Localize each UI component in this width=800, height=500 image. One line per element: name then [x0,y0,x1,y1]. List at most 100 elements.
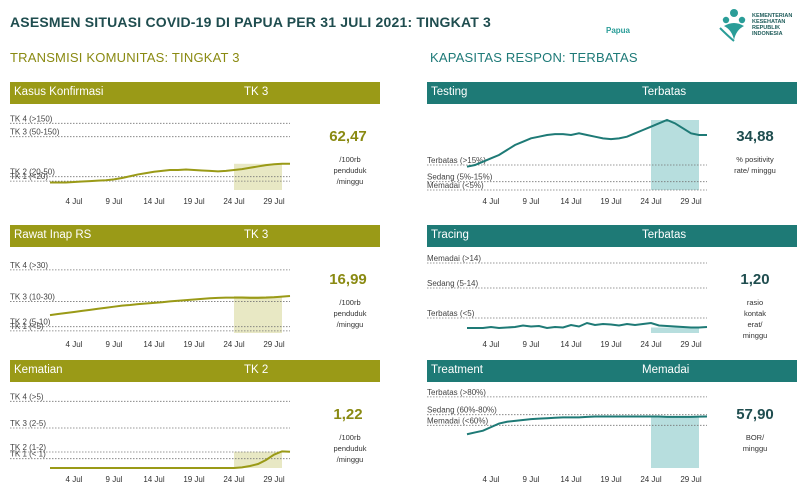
threshold-label: Sedang (5-14) [427,279,478,288]
metric-value: 1,22 [333,406,363,423]
x-tick-label: 14 Jul [560,340,582,349]
chart-title: Kasus Konfirmasi [14,86,104,98]
metric-unit-line: minggu [742,444,768,453]
x-tick-label: 14 Jul [560,197,582,206]
x-tick-label: 19 Jul [600,340,622,349]
chart-level: TK 3 [244,86,269,98]
threshold-label: TK 1 (<20) [10,172,48,181]
metric-unit-line: rate/ minggu [734,166,776,175]
x-tick-label: 4 Jul [483,197,500,206]
x-tick-label: 24 Jul [640,197,662,206]
x-tick-label: 4 Jul [483,475,500,484]
metric-unit: % positivity rate/ minggu [725,154,785,176]
metric-unit-line: minggu [742,331,768,340]
threshold-label: Terbatas (<5) [427,309,475,318]
x-tick-label: 14 Jul [143,340,165,349]
metric-unit-line: /minggu [336,177,364,186]
x-tick-label: 19 Jul [183,197,205,206]
section-kapasitas: KAPASITAS RESPON: TERBATAS [430,50,638,65]
x-tick-label: 4 Jul [66,475,83,484]
x-tick-label: 24 Jul [640,340,662,349]
x-tick-label: 19 Jul [600,197,622,206]
page-title: ASESMEN SITUASI COVID-19 DI PAPUA PER 31… [10,14,492,30]
chart-panel-kasus: Kasus Konfirmasi TK 3 TK 4 (>150) TK 3 (50-… [10,82,380,210]
logo-line: INDONESIA [752,31,783,37]
metric-unit-line: kontak [743,309,767,318]
chart-svg: TK 4 (>5) TK 3 (2-5) TK 2 (1-2)TK 1 (< 1) 4… [10,392,291,484]
metric-value: 34,88 [736,128,774,145]
metric-unit-line: /minggu [336,320,364,329]
metric-unit: rasio kontak erat/minggu [725,297,785,341]
chart-title: Rawat Inap RS [14,229,92,241]
chart-header: Kematian TK 2 [10,360,380,382]
metric-unit-line: /100rb [339,155,361,164]
series-line [49,294,291,317]
x-tick-label: 9 Jul [523,340,540,349]
x-tick-label: 29 Jul [680,340,702,349]
x-tick-label: 9 Jul [106,475,123,484]
metric-unit-line: penduduk [333,166,367,175]
chart-title: Kematian [14,364,63,376]
series-line [467,321,708,330]
x-tick-label: 4 Jul [66,340,83,349]
x-tick-label: 19 Jul [183,475,205,484]
x-tick-label: 29 Jul [263,340,285,349]
threshold-label: Memadai (<5%) [427,181,484,190]
chart-level: TK 2 [244,364,269,376]
threshold-label: Terbatas (>80%) [427,388,486,397]
highlight-box [651,120,699,190]
chart-svg: Memadai (>14) Sedang (5-14) Terbatas (<5) 4… [427,254,708,349]
threshold-label: TK 3 (2-5) [10,419,46,428]
logo-line: REPUBLIK [752,25,781,31]
x-tick-label: 14 Jul [143,197,165,206]
x-tick-label: 14 Jul [143,475,165,484]
x-tick-label: 24 Jul [223,475,245,484]
x-tick-label: 14 Jul [560,475,582,484]
metric-unit-line: penduduk [333,444,367,453]
chart-title: Testing [431,86,468,98]
x-tick-label: 29 Jul [680,197,702,206]
x-tick-label: 24 Jul [223,197,245,206]
x-tick-label: 19 Jul [600,475,622,484]
series-line [466,415,708,436]
region-label: Papua [606,26,631,35]
threshold-label: Terbatas (>15%) [427,156,486,165]
chart-level: Terbatas [642,229,687,241]
x-tick-label: 24 Jul [223,340,245,349]
threshold-label: TK 1 (< 1) [10,450,46,459]
x-tick-label: 4 Jul [66,197,83,206]
chart-header: Rawat Inap RS TK 3 [10,225,380,247]
chart-panel-treatment: Treatment Memadai Terbatas (>80%) Sedang (6… [427,360,797,488]
threshold-label: TK 3 (50-150) [10,128,60,137]
chart-panel-rawat: Rawat Inap RS TK 3 TK 4 (>30) TK 3 (10-30) T… [10,225,380,353]
logo-text: KEMENTERIAN KESEHATAN REPUBLIK INDONESIA [752,13,792,37]
highlight-box [234,451,282,468]
x-tick-label: 29 Jul [263,197,285,206]
x-tick-label: 29 Jul [680,475,702,484]
threshold-label: TK 2 (1-2) [10,443,46,452]
threshold-label: Sedang (60%-80%) [427,406,497,415]
x-tick-label: 9 Jul [523,475,540,484]
metric-unit-line: % positivity [736,155,774,164]
chart-header: Tracing Terbatas [427,225,797,247]
chart-svg: Terbatas (>80%) Sedang (60%-80%)Memadai (… [427,388,708,484]
chart-header: Treatment Memadai [427,360,797,382]
kemenkes-logo [716,8,796,42]
metric-unit: BOR/minggu [725,432,785,454]
chart-title: Tracing [431,229,469,241]
metric-value: 57,90 [736,406,774,423]
x-tick-label: 9 Jul [106,340,123,349]
chart-level: Terbatas [642,86,687,98]
threshold-label: Memadai (>14) [427,254,481,263]
threshold-label: TK 2 (5-10) [10,318,51,327]
metric-unit-line: /100rb [339,298,361,307]
x-tick-label: 9 Jul [106,197,123,206]
series-line [50,162,290,184]
chart-title: Treatment [431,364,483,376]
metric-unit-line: erat/ [747,320,763,329]
metric-unit: /100rb penduduk/minggu [320,154,380,187]
metric-unit: /100rb penduduk/minggu [320,432,380,465]
metric-unit-line: BOR/ [745,433,765,442]
metric-value: 16,99 [329,271,367,288]
metric-value: 62,47 [329,128,367,145]
